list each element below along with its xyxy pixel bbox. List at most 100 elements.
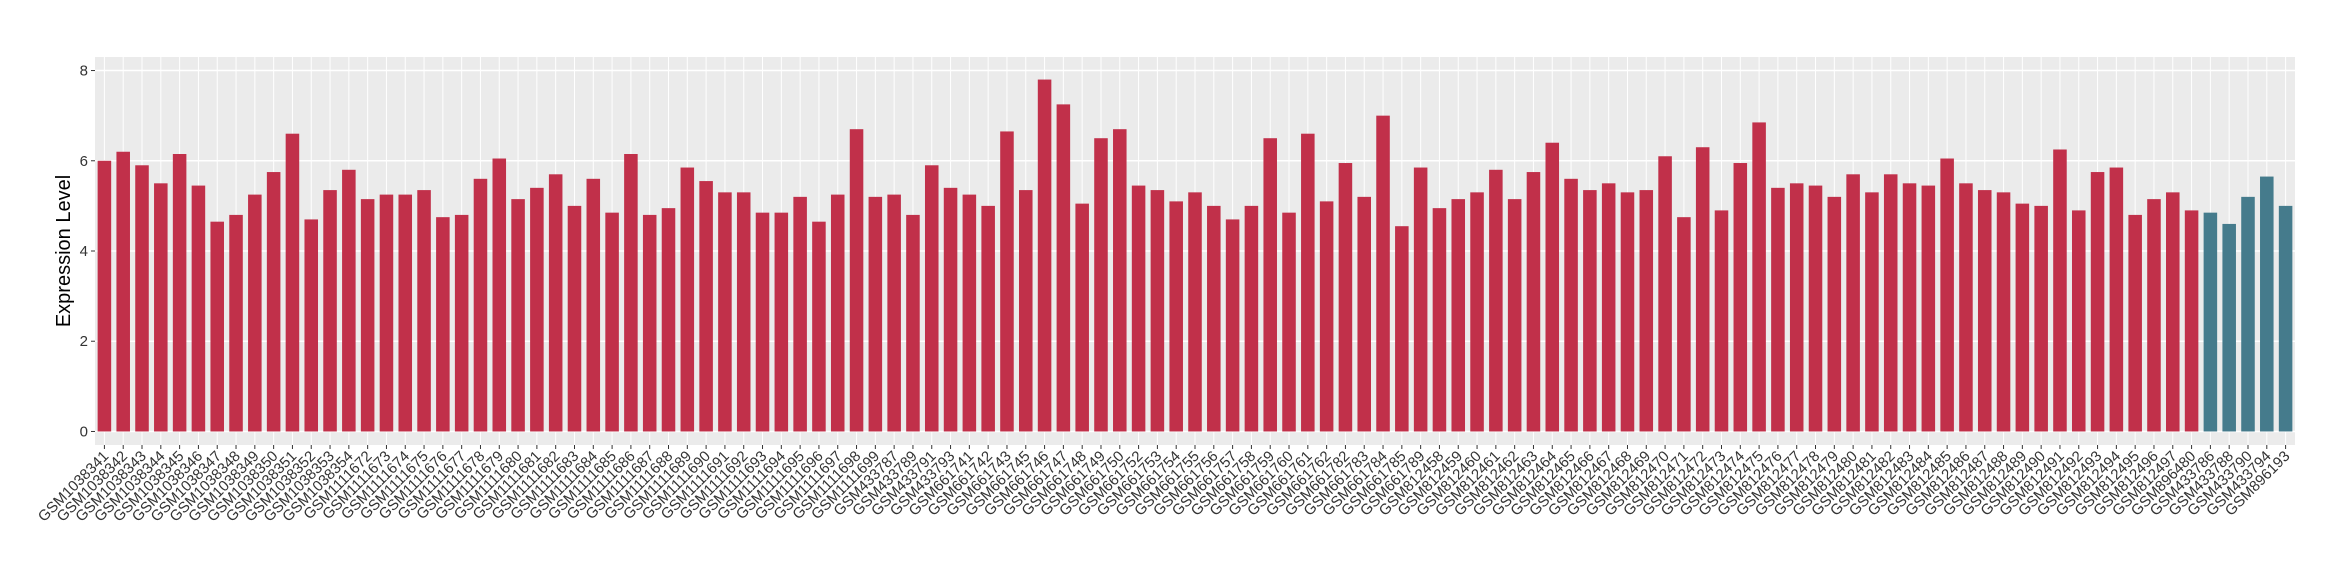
bar <box>2203 212 2218 432</box>
bar <box>1808 185 1823 432</box>
bar <box>2147 199 2161 432</box>
y-tick-label: 4 <box>80 243 88 260</box>
bar <box>624 154 638 432</box>
bar <box>248 194 262 432</box>
bar <box>2053 149 2067 432</box>
bar <box>398 194 413 432</box>
bar <box>172 154 187 432</box>
bar <box>943 187 958 432</box>
bar <box>1019 190 1033 432</box>
bar <box>1883 174 1898 432</box>
y-tick-label: 2 <box>80 333 88 350</box>
bar <box>1150 190 1165 432</box>
bar <box>1413 167 1428 432</box>
bar <box>1733 163 1748 432</box>
bar <box>492 158 507 432</box>
bar <box>1301 133 1315 432</box>
bar <box>2090 172 2105 432</box>
bar <box>342 169 356 432</box>
bar <box>1526 172 1541 432</box>
bar <box>1169 201 1183 432</box>
bar <box>1583 190 1597 432</box>
bar <box>1658 156 1672 432</box>
bar <box>1507 199 1522 432</box>
bar <box>661 208 676 432</box>
bar <box>774 212 789 432</box>
bar <box>699 181 713 432</box>
bar <box>1714 210 1729 432</box>
bar <box>1357 196 1371 432</box>
bar <box>1470 192 1484 432</box>
y-tick-label: 0 <box>80 423 88 440</box>
bar <box>1263 138 1277 432</box>
bar <box>116 151 130 432</box>
bar <box>1977 190 1992 432</box>
bar <box>135 165 149 432</box>
bar <box>1113 129 1127 432</box>
bar <box>1564 178 1578 432</box>
bar <box>1545 142 1560 432</box>
bar <box>887 194 901 432</box>
bar <box>360 199 375 432</box>
bar <box>680 167 695 432</box>
bar <box>1789 183 1804 432</box>
bar <box>1902 183 1917 432</box>
bar <box>2128 214 2142 432</box>
bar <box>1489 169 1503 432</box>
bar <box>2260 176 2274 432</box>
bar <box>1940 158 1954 432</box>
bar <box>210 221 224 432</box>
bar <box>1451 199 1466 432</box>
bar <box>567 205 582 432</box>
bar <box>2166 192 2180 432</box>
bar <box>718 192 732 432</box>
bar <box>436 217 450 432</box>
bar <box>2034 205 2048 432</box>
bar <box>755 212 770 432</box>
bar <box>1601 183 1616 432</box>
bar <box>2015 203 2030 432</box>
bar <box>511 199 525 432</box>
bar <box>1677 217 1691 432</box>
bar <box>736 192 751 432</box>
bar <box>962 194 977 432</box>
bar <box>530 187 544 432</box>
bar <box>1865 192 1879 432</box>
bar <box>417 190 431 432</box>
bar <box>830 194 845 432</box>
bar <box>97 160 112 432</box>
bar <box>1075 203 1089 432</box>
bar <box>379 194 394 432</box>
bar <box>1244 205 1259 432</box>
bar <box>191 185 206 432</box>
bar <box>1188 192 1202 432</box>
y-axis-title: Expression Level <box>53 175 75 327</box>
bar <box>868 196 883 432</box>
bar <box>1846 174 1860 432</box>
bar <box>2222 223 2236 432</box>
bar <box>1921 185 1936 432</box>
bar <box>1094 138 1108 432</box>
bar <box>906 214 920 432</box>
bar <box>304 219 319 432</box>
bar <box>1432 208 1447 432</box>
bar <box>2184 210 2199 432</box>
bar <box>1037 79 1052 432</box>
bar <box>454 214 469 432</box>
bar <box>812 221 826 432</box>
bar <box>2071 210 2086 432</box>
bar <box>1338 163 1353 432</box>
bar <box>2278 205 2293 432</box>
bar <box>849 129 864 432</box>
bar <box>1620 192 1635 432</box>
bar <box>1131 185 1146 432</box>
bar <box>473 178 488 432</box>
bar <box>1752 122 1766 432</box>
bar <box>1695 147 1710 432</box>
bar <box>642 214 657 432</box>
bar <box>605 212 619 432</box>
bar <box>1395 226 1409 432</box>
bar <box>586 178 601 432</box>
bar <box>266 172 281 432</box>
